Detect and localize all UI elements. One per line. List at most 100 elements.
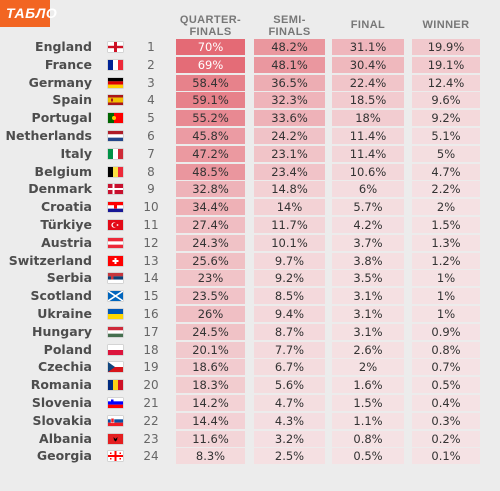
- flag-austria-icon: [108, 237, 123, 248]
- flag-portugal-icon: [108, 113, 123, 124]
- table-row: Germany 3 58.4% 36.5% 22.4% 12.4%: [0, 74, 500, 92]
- quarterfinal-probability: 18.6%: [176, 359, 245, 376]
- rank-number: 3: [147, 75, 155, 90]
- flag-hungary-icon: [108, 326, 123, 337]
- quarterfinal-probability: 20.1%: [176, 341, 245, 358]
- semifinal-probability: 23.4%: [254, 163, 325, 180]
- country-name: France: [44, 56, 92, 72]
- country-name: Croatia: [40, 199, 92, 215]
- table-row: Romania 20 18.3% 5.6% 1.6% 0.5%: [0, 376, 500, 394]
- flag-germany-icon: [108, 77, 123, 88]
- table-row: Slovakia 22 14.4% 4.3% 1.1% 0.3%: [0, 412, 500, 430]
- semifinal-probability: 4.7%: [254, 394, 325, 411]
- semifinal-probability: 8.5%: [254, 288, 325, 305]
- table-row: Slovenia 21 14.2% 4.7% 1.5% 0.4%: [0, 394, 500, 412]
- semifinal-probability: 23.1%: [254, 145, 325, 162]
- rank-number: 8: [147, 164, 155, 179]
- country-name: Switzerland: [8, 252, 92, 268]
- final-probability: 1.6%: [332, 377, 404, 394]
- quarterfinal-probability: 24.3%: [176, 234, 245, 251]
- winner-probability: 0.3%: [412, 412, 480, 429]
- winner-probability: 1.5%: [412, 216, 480, 233]
- final-probability: 3.1%: [332, 288, 404, 305]
- flag-croatia-icon: [108, 202, 123, 213]
- country-name: Türkiye: [40, 216, 92, 232]
- final-probability: 2.6%: [332, 341, 404, 358]
- flag-switzerland-icon: [108, 255, 123, 266]
- winner-probability: 19.1%: [412, 56, 480, 73]
- flag-serbia-icon: [108, 273, 123, 284]
- country-name: Germany: [28, 74, 92, 90]
- winner-probability: 1%: [412, 305, 480, 322]
- country-name: Scotland: [30, 288, 92, 304]
- table-row: England 1 70% 48.2% 31.1% 19.9%: [0, 38, 500, 56]
- semifinal-probability: 9.2%: [254, 270, 325, 287]
- flag-slovakia-icon: [108, 415, 123, 426]
- quarterfinal-probability: 24.5%: [176, 323, 245, 340]
- table-row: Denmark 9 32.8% 14.8% 6% 2.2%: [0, 180, 500, 198]
- probability-table: England 1 70% 48.2% 31.1% 19.9% France 2 69% 48.1…: [0, 38, 500, 465]
- country-name: Ukraine: [37, 305, 92, 321]
- winner-probability: 19.9%: [412, 39, 480, 55]
- winner-probability: 1%: [412, 288, 480, 305]
- winner-probability: 9.6%: [412, 92, 480, 109]
- table-row: Czechia 19 18.6% 6.7% 2% 0.7%: [0, 358, 500, 376]
- country-name: Italy: [60, 145, 93, 161]
- quarterfinal-probability: 26%: [176, 305, 245, 322]
- flag-scotland-icon: [108, 291, 123, 302]
- rank-number: 13: [143, 253, 159, 268]
- quarterfinal-probability: 34.4%: [176, 199, 245, 216]
- final-probability: 3.5%: [332, 270, 404, 287]
- rank-number: 20: [143, 378, 159, 393]
- final-probability: 0.5%: [332, 448, 404, 465]
- table-row: Poland 18 20.1% 7.7% 2.6% 0.8%: [0, 341, 500, 359]
- final-probability: 1.5%: [332, 394, 404, 411]
- semifinal-probability: 11.7%: [254, 216, 325, 233]
- winner-probability: 0.1%: [412, 448, 480, 465]
- semifinal-probability: 10.1%: [254, 234, 325, 251]
- flag-romania-icon: [108, 380, 123, 391]
- quarterfinal-probability: 70%: [176, 39, 245, 55]
- flag-denmark-icon: [108, 184, 123, 195]
- header-semifinals: SEMI- FINALS: [268, 14, 311, 38]
- country-name: Portugal: [31, 110, 92, 126]
- quarterfinal-probability: 23.5%: [176, 288, 245, 305]
- semifinal-probability: 36.5%: [254, 74, 325, 91]
- quarterfinal-probability: 45.8%: [176, 127, 245, 144]
- winner-probability: 0.2%: [412, 430, 480, 447]
- final-probability: 30.4%: [332, 56, 404, 73]
- semifinal-probability: 2.5%: [254, 448, 325, 465]
- winner-probability: 0.5%: [412, 377, 480, 394]
- header-winner: WINNER: [422, 19, 470, 31]
- final-probability: 18.5%: [332, 92, 404, 109]
- table-row: Serbia 14 23% 9.2% 3.5% 1%: [0, 269, 500, 287]
- rank-number: 19: [143, 360, 159, 375]
- semifinal-probability: 3.2%: [254, 430, 325, 447]
- semifinal-probability: 14.8%: [254, 181, 325, 198]
- flag-italy-icon: [108, 148, 123, 159]
- table-row: Austria 12 24.3% 10.1% 3.7% 1.3%: [0, 234, 500, 252]
- flag-spain-icon: [108, 95, 123, 106]
- quarterfinal-probability: 32.8%: [176, 181, 245, 198]
- final-probability: 3.7%: [332, 234, 404, 251]
- semifinal-probability: 48.1%: [254, 56, 325, 73]
- rank-number: 18: [143, 342, 159, 357]
- final-probability: 10.6%: [332, 163, 404, 180]
- flag-albania-icon: [108, 433, 123, 444]
- final-probability: 3.1%: [332, 323, 404, 340]
- quarterfinal-probability: 25.6%: [176, 252, 245, 269]
- flag-poland-icon: [108, 344, 123, 355]
- table-row: Italy 7 47.2% 23.1% 11.4% 5%: [0, 145, 500, 163]
- quarterfinal-probability: 59.1%: [176, 92, 245, 109]
- quarterfinal-probability: 18.3%: [176, 377, 245, 394]
- rank-number: 1: [147, 40, 155, 54]
- country-name: Netherlands: [5, 127, 92, 143]
- winner-probability: 1%: [412, 270, 480, 287]
- semifinal-probability: 7.7%: [254, 341, 325, 358]
- final-probability: 4.2%: [332, 216, 404, 233]
- final-probability: 31.1%: [332, 39, 404, 55]
- semifinal-probability: 9.7%: [254, 252, 325, 269]
- winner-probability: 2%: [412, 199, 480, 216]
- country-name: Serbia: [46, 270, 92, 286]
- country-name: Albania: [39, 430, 92, 446]
